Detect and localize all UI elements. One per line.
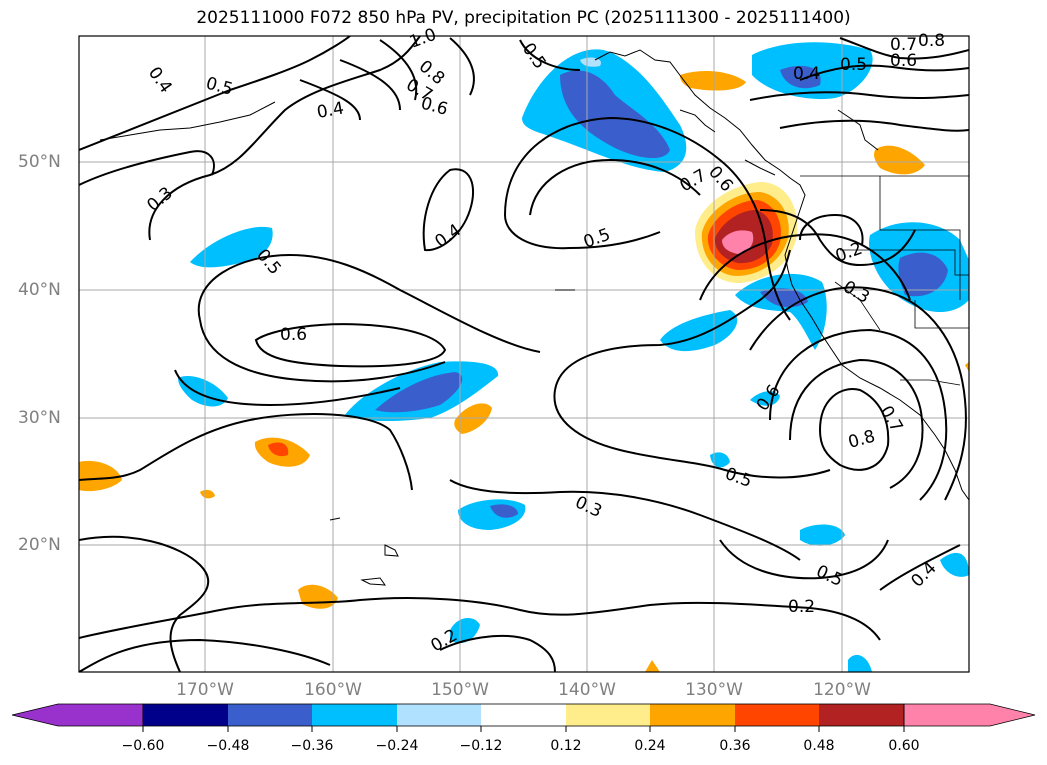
lon-label-140w: 140°W bbox=[558, 680, 616, 700]
colorbar-tick-label: −0.12 bbox=[459, 738, 503, 754]
contour-label: 0.3 bbox=[143, 183, 177, 216]
contour-label: 0.4 bbox=[144, 63, 176, 97]
lon-label-130w: 130°W bbox=[685, 680, 743, 700]
lat-label-40n: 40°N bbox=[18, 280, 61, 300]
precip-positive-shading bbox=[79, 70, 969, 672]
colorbar-tick-label: 0.36 bbox=[719, 738, 751, 754]
contour-label: 0.5 bbox=[581, 225, 613, 253]
contour-label: 0.2 bbox=[833, 239, 865, 267]
colorbar-tick-label: 0.24 bbox=[634, 738, 666, 754]
contour-label: 0.3 bbox=[840, 277, 873, 308]
lat-label-30n: 30°N bbox=[18, 408, 61, 428]
chart-title: 2025111000 F072 850 hPa PV, precipitatio… bbox=[196, 8, 851, 28]
contour-label: 0.6 bbox=[753, 381, 785, 415]
contour-label: 0.6 bbox=[890, 51, 917, 71]
colorbar-tick-label: −0.48 bbox=[206, 738, 250, 754]
precip-negative-shading bbox=[178, 42, 969, 672]
contour-label: 0.6 bbox=[280, 325, 307, 345]
lon-label-150w: 150°W bbox=[431, 680, 489, 700]
contour-label: 0.5 bbox=[840, 55, 867, 75]
contour-label: 0.4 bbox=[315, 99, 345, 123]
lat-label-20n: 20°N bbox=[18, 535, 61, 555]
lon-label-120w: 120°W bbox=[813, 680, 871, 700]
contour-label: 0.7 bbox=[890, 35, 917, 55]
colorbar-tick-label: −0.60 bbox=[121, 738, 165, 754]
contour-label: 0.5 bbox=[813, 561, 846, 591]
lat-label-50n: 50°N bbox=[18, 152, 61, 172]
lon-label-160w: 160°W bbox=[304, 680, 362, 700]
pv-contours bbox=[79, 36, 969, 672]
gridlines bbox=[79, 36, 969, 672]
contour-label: 0.8 bbox=[918, 31, 945, 51]
colorbar-tick-label: 0.60 bbox=[888, 738, 920, 754]
contour-label: 0.3 bbox=[572, 492, 605, 522]
map-frame bbox=[78, 35, 970, 673]
borders bbox=[800, 175, 969, 386]
contour-label: 0.2 bbox=[788, 597, 815, 617]
colorbar bbox=[11, 703, 1036, 732]
colorbar-tick-label: 0.48 bbox=[803, 738, 835, 754]
coastlines bbox=[99, 49, 969, 586]
colorbar-tick-label: 0.12 bbox=[550, 738, 582, 754]
contour-label: 0.4 bbox=[907, 558, 940, 591]
contour-label: 0.5 bbox=[722, 464, 754, 492]
contour-label: 0.7 bbox=[677, 165, 710, 196]
contour-label: 0.5 bbox=[204, 74, 235, 100]
colorbar-tick-label: −0.24 bbox=[375, 738, 419, 754]
contour-label: 0.8 bbox=[846, 427, 877, 453]
lon-label-170w: 170°W bbox=[176, 680, 234, 700]
contour-label: 0.4 bbox=[793, 64, 820, 84]
colorbar-tick-label: −0.36 bbox=[290, 738, 334, 754]
contour-label: 1.0 bbox=[407, 25, 439, 53]
